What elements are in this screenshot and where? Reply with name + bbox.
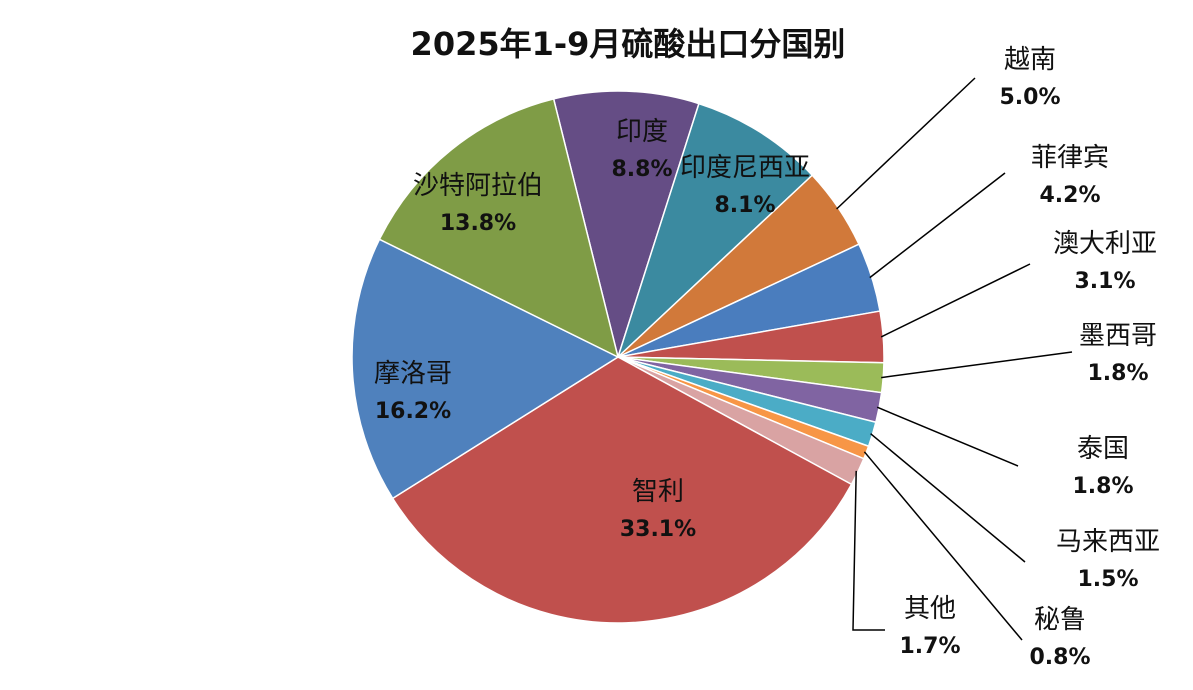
pie-slice-沙特阿拉伯 (378, 97, 620, 359)
slice-value-摩洛哥: 16.2% (375, 399, 451, 424)
slice-value-越南: 5.0% (999, 85, 1060, 110)
slice-name-智利: 智利 (632, 477, 684, 507)
leader-line-其他 (852, 470, 885, 631)
slice-value-印度尼西亚: 8.1% (714, 193, 775, 218)
slice-value-菲律宾: 4.2% (1039, 183, 1100, 208)
slice-name-印度: 印度 (616, 117, 668, 147)
pie-slice-智利 (391, 356, 853, 624)
leader-line-澳大利亚 (880, 263, 1031, 338)
slice-name-越南: 越南 (1004, 45, 1056, 75)
slice-value-其他: 1.7% (899, 634, 960, 659)
slice-name-澳大利亚: 澳大利亚 (1053, 229, 1157, 259)
chart-title: 2025年1-9月硫酸出口分国别 (411, 25, 846, 63)
slice-labels: 印度 8.8% 印度尼西亚 8.1% 越南 5.0% 菲律宾 4.2% 澳大利亚 3.1% 墨西哥 1… (374, 45, 1160, 670)
pie-slice-印度尼西亚 (616, 102, 814, 360)
leader-lines (836, 77, 1073, 641)
slice-name-墨西哥: 墨西哥 (1079, 321, 1157, 351)
slice-name-泰国: 泰国 (1077, 434, 1129, 464)
leader-line-菲律宾 (869, 172, 1006, 279)
pie-slices (351, 90, 885, 624)
slice-name-秘鲁: 秘鲁 (1034, 605, 1086, 635)
slice-name-菲律宾: 菲律宾 (1031, 143, 1109, 173)
slice-name-印度尼西亚: 印度尼西亚 (680, 153, 810, 183)
slice-name-马来西亚: 马来西亚 (1056, 527, 1160, 557)
slice-value-智利: 33.1% (620, 517, 696, 542)
slice-name-沙特阿拉伯: 沙特阿拉伯 (413, 171, 543, 201)
slice-value-沙特阿拉伯: 13.8% (440, 211, 516, 236)
pie-slice-摩洛哥 (351, 238, 620, 500)
leader-line-泰国 (876, 406, 1019, 467)
leader-line-越南 (836, 77, 976, 210)
slice-value-秘鲁: 0.8% (1029, 645, 1090, 670)
slice-value-印度: 8.8% (611, 157, 672, 182)
slice-value-泰国: 1.8% (1072, 474, 1133, 499)
slice-value-澳大利亚: 3.1% (1074, 269, 1135, 294)
slice-name-摩洛哥: 摩洛哥 (374, 359, 452, 389)
leader-line-秘鲁 (863, 451, 1023, 641)
leader-line-马来西亚 (870, 433, 1026, 563)
pie-slice-印度 (552, 90, 700, 360)
slice-value-马来西亚: 1.5% (1077, 567, 1138, 592)
slice-name-其他: 其他 (904, 594, 956, 624)
leader-line-墨西哥 (881, 351, 1073, 379)
slice-value-墨西哥: 1.8% (1087, 361, 1148, 386)
